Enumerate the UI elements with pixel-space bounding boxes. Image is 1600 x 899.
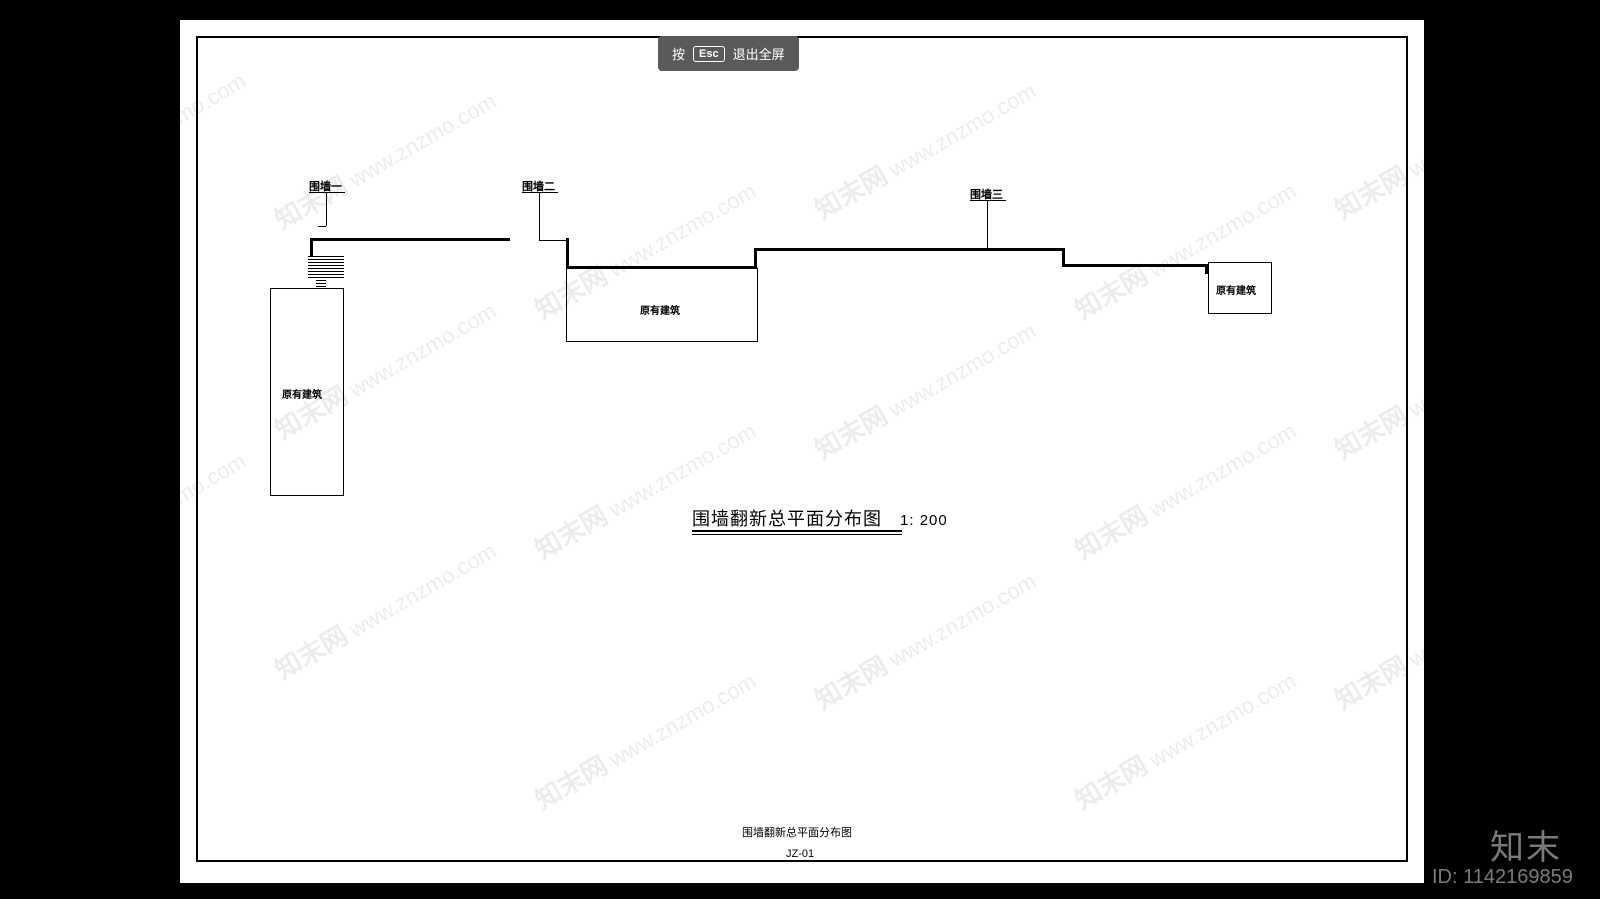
callout-wall2-underline bbox=[522, 192, 558, 193]
toast-pre-text: 按 bbox=[672, 44, 685, 63]
wall-seg bbox=[310, 238, 313, 256]
exit-fullscreen-toast: 按 Esc 退出全屏 bbox=[658, 36, 799, 71]
brand-watermark: 知末 bbox=[1490, 820, 1562, 869]
wall-seg bbox=[1062, 264, 1207, 267]
toast-post-text: 退出全屏 bbox=[733, 44, 785, 63]
drawing-title-text: 围墙翻新总平面分布图 bbox=[692, 509, 882, 529]
drawing-title: 围墙翻新总平面分布图 1: 200 bbox=[692, 505, 948, 531]
callout-wall3-leader-v bbox=[987, 201, 988, 250]
drawing-scale: 1: 200 bbox=[900, 512, 948, 529]
title-underline-1 bbox=[692, 530, 902, 532]
wall-seg bbox=[566, 238, 569, 268]
footer-caption: 围墙翻新总平面分布图 bbox=[742, 824, 852, 840]
wall-seg bbox=[754, 248, 757, 268]
building-3-label: 原有建筑 bbox=[1216, 282, 1256, 297]
callout-wall2-leader-h bbox=[539, 240, 567, 241]
drawing-inner-frame bbox=[196, 36, 1408, 862]
title-underline-2 bbox=[692, 534, 902, 535]
callout-wall3-underline bbox=[970, 200, 1006, 201]
wall-seg bbox=[754, 248, 1064, 251]
building-1-label: 原有建筑 bbox=[282, 386, 322, 401]
esc-key-icon: Esc bbox=[693, 46, 725, 62]
building-2-label: 原有建筑 bbox=[640, 302, 680, 317]
callout-wall1-leader-v bbox=[326, 193, 327, 226]
callout-wall1-leader-h bbox=[318, 226, 326, 227]
stair-hatch bbox=[308, 256, 344, 278]
callout-wall2-leader-v bbox=[539, 193, 540, 240]
wall-seg bbox=[310, 238, 510, 241]
callout-wall1-underline bbox=[309, 192, 345, 193]
brand-id: ID: 1142169859 bbox=[1432, 866, 1573, 889]
sheet-number: JZ-01 bbox=[786, 848, 814, 860]
